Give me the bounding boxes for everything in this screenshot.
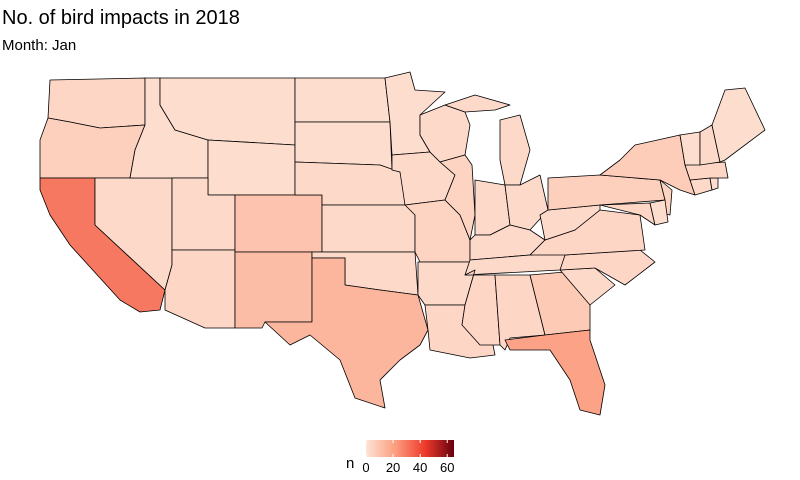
state <box>649 199 669 226</box>
state <box>264 257 429 409</box>
state <box>164 249 236 329</box>
colorbar-tick-label: 0 <box>362 460 369 475</box>
state <box>234 194 323 253</box>
colorbar-tick-label: 60 <box>440 460 454 475</box>
state <box>711 87 766 163</box>
state <box>321 204 416 253</box>
colorbar-tick-label: 40 <box>413 460 427 475</box>
legend-title: n <box>346 455 354 472</box>
state <box>294 77 391 123</box>
state <box>207 139 296 196</box>
state <box>504 329 606 416</box>
state <box>39 117 146 179</box>
chart-title: No. of bird impacts in 2018 <box>2 7 240 29</box>
state <box>234 251 313 329</box>
colorbar-tick-label: 20 <box>386 460 400 475</box>
colorbar <box>366 440 454 457</box>
state <box>474 179 511 236</box>
chart-subtitle: Month: Jan <box>2 37 76 54</box>
